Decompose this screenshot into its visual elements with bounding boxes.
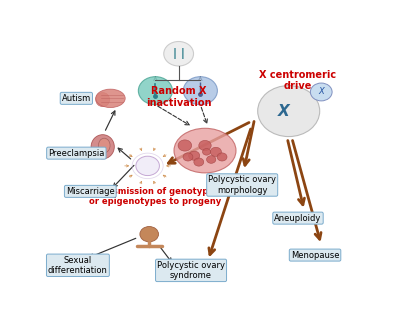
Circle shape xyxy=(210,147,222,157)
Circle shape xyxy=(258,86,320,137)
Text: Miscarriage: Miscarriage xyxy=(66,187,115,196)
Text: Transmission of genotypes
or epigenotypes to progeny: Transmission of genotypes or epigenotype… xyxy=(89,187,222,206)
Circle shape xyxy=(164,41,194,66)
Circle shape xyxy=(188,151,200,160)
Text: Polycystic ovary
morphology: Polycystic ovary morphology xyxy=(208,175,276,195)
Circle shape xyxy=(140,226,158,242)
Circle shape xyxy=(183,153,193,161)
Ellipse shape xyxy=(174,128,236,173)
Circle shape xyxy=(138,77,172,105)
Circle shape xyxy=(199,140,211,151)
Text: X: X xyxy=(318,87,324,96)
Text: Random X
inactivation: Random X inactivation xyxy=(146,86,211,108)
Text: Menopause: Menopause xyxy=(291,251,339,260)
Ellipse shape xyxy=(96,93,110,107)
Text: Autism: Autism xyxy=(62,94,91,103)
Circle shape xyxy=(136,156,160,175)
Text: Sexual
differentiation: Sexual differentiation xyxy=(48,256,108,275)
Ellipse shape xyxy=(91,135,114,159)
Text: Preeclampsia: Preeclampsia xyxy=(48,149,104,158)
Ellipse shape xyxy=(96,89,125,108)
Ellipse shape xyxy=(47,75,124,177)
Circle shape xyxy=(183,77,218,105)
Text: | |: | | xyxy=(173,48,184,59)
Circle shape xyxy=(178,140,192,151)
Text: X centromeric
drive: X centromeric drive xyxy=(260,70,336,91)
Circle shape xyxy=(202,149,210,155)
Circle shape xyxy=(310,83,332,101)
Circle shape xyxy=(206,156,216,163)
Text: Aneuploidy: Aneuploidy xyxy=(274,213,322,223)
Circle shape xyxy=(194,158,204,166)
Text: X: X xyxy=(278,104,290,118)
Ellipse shape xyxy=(98,138,110,153)
Circle shape xyxy=(217,153,227,161)
Text: Polycystic ovary
syndrome: Polycystic ovary syndrome xyxy=(157,261,225,280)
